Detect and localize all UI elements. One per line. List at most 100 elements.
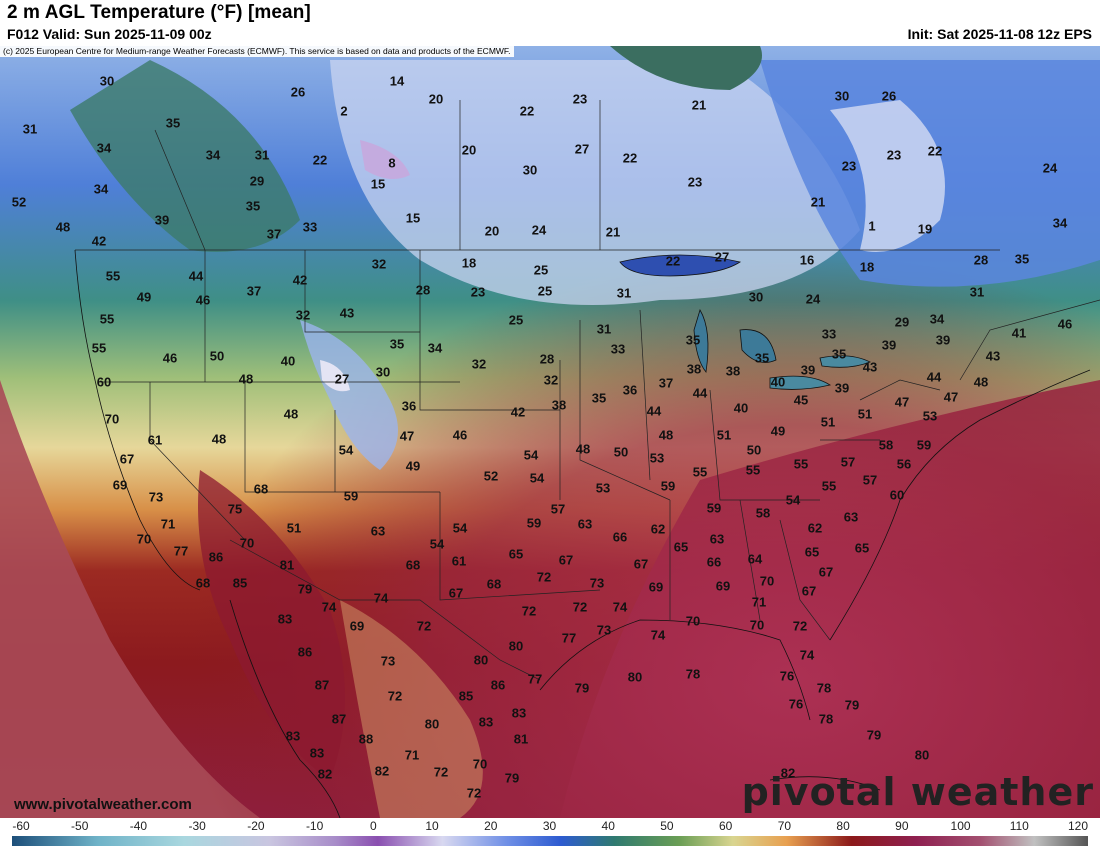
colorbar-tick-label: 60: [718, 819, 733, 833]
temperature-value-label: 63: [710, 531, 724, 546]
temperature-value-label: 38: [552, 397, 566, 412]
temperature-value-label: 57: [863, 472, 877, 487]
temperature-value-label: 83: [512, 705, 526, 720]
colorbar-tick-label: -30: [188, 819, 206, 833]
temperature-value-label: 69: [716, 578, 730, 593]
temperature-value-label: 30: [523, 162, 537, 177]
temperature-value-label: 63: [578, 516, 592, 531]
temperature-value-label: 22: [313, 152, 327, 167]
temperature-value-label: 20: [485, 223, 499, 238]
temperature-value-label: 55: [100, 311, 114, 326]
temperature-value-label: 69: [113, 477, 127, 492]
temperature-value-label: 49: [771, 423, 785, 438]
temperature-value-label: 39: [801, 362, 815, 377]
temperature-value-label: 18: [462, 255, 476, 270]
temperature-value-label: 69: [350, 618, 364, 633]
temperature-value-label: 83: [278, 611, 292, 626]
temperature-value-label: 8: [388, 155, 395, 170]
temperature-value-label: 72: [388, 688, 402, 703]
temperature-value-label: 63: [371, 523, 385, 538]
temperature-value-label: 55: [693, 464, 707, 479]
temperature-value-label: 57: [551, 501, 565, 516]
temperature-value-label: 40: [734, 400, 748, 415]
temperature-value-label: 51: [287, 520, 301, 535]
temperature-value-label: 68: [487, 576, 501, 591]
temperature-value-label: 36: [402, 398, 416, 413]
temperature-value-label: 26: [291, 84, 305, 99]
map-title: 2 m AGL Temperature (°F) [mean]: [7, 2, 311, 23]
temperature-value-label: 47: [944, 389, 958, 404]
temperature-value-label: 22: [623, 150, 637, 165]
temperature-value-label: 85: [233, 575, 247, 590]
temperature-value-label: 43: [986, 348, 1000, 363]
temperature-value-label: 28: [416, 282, 430, 297]
temperature-value-label: 31: [23, 121, 37, 136]
temperature-value-label: 59: [917, 437, 931, 452]
temperature-value-label: 77: [174, 543, 188, 558]
temperature-value-label: 65: [509, 546, 523, 561]
temperature-value-label: 76: [780, 668, 794, 683]
temperature-value-label: 65: [805, 544, 819, 559]
temperature-value-label: 15: [406, 210, 420, 225]
temperature-value-label: 14: [390, 73, 405, 88]
temperature-value-label: 24: [532, 222, 547, 237]
colorbar-tick-label: 90: [895, 819, 909, 833]
temperature-value-label: 42: [511, 404, 525, 419]
temperature-value-label: 44: [189, 268, 204, 283]
temperature-value-label: 1: [868, 218, 875, 233]
temperature-value-label: 59: [344, 488, 358, 503]
temperature-value-label: 15: [371, 176, 385, 191]
temperature-value-label: 59: [661, 478, 675, 493]
temperature-value-label: 38: [687, 361, 701, 376]
temperature-value-label: 44: [647, 403, 662, 418]
temperature-value-label: 55: [746, 462, 760, 477]
temperature-value-label: 58: [756, 505, 770, 520]
temperature-value-label: 55: [106, 268, 120, 283]
temperature-value-label: 79: [575, 680, 589, 695]
temperature-value-label: 34: [930, 311, 945, 326]
temperature-value-label: 20: [462, 142, 476, 157]
temperature-value-label: 35: [1015, 251, 1029, 266]
temperature-value-label: 87: [332, 711, 346, 726]
temperature-value-label: 22: [666, 253, 680, 268]
temperature-value-label: 34: [206, 147, 221, 162]
colorbar-tick-label: 50: [660, 819, 674, 833]
temperature-value-label: 37: [267, 226, 281, 241]
temperature-value-label: 25: [509, 312, 523, 327]
temperature-value-label: 65: [855, 540, 869, 555]
temperature-value-label: 80: [474, 652, 488, 667]
temperature-value-label: 40: [771, 374, 785, 389]
temperature-value-label: 80: [425, 716, 439, 731]
temperature-value-label: 30: [749, 289, 763, 304]
temperature-value-label: 52: [12, 194, 26, 209]
temperature-value-label: 35: [592, 390, 606, 405]
temperature-value-label: 83: [310, 745, 324, 760]
temperature-value-label: 63: [844, 509, 858, 524]
temperature-value-label: 48: [56, 219, 70, 234]
temperature-value-label: 39: [882, 337, 896, 352]
temperature-value-label: 70: [760, 573, 774, 588]
temperature-map[interactable]: 30 14 20 26 2 22 23 21 30 26 31 35 34 34 31 22 8 15 20 30 27…: [0, 46, 1100, 818]
temperature-value-label: 73: [381, 653, 395, 668]
temperature-value-label: 39: [835, 380, 849, 395]
temperature-value-label: 34: [428, 340, 443, 355]
valid-time: F012 Valid: Sun 2025-11-09 00z: [7, 26, 212, 42]
temperature-value-label: 50: [210, 348, 224, 363]
temperature-value-label: 50: [747, 442, 761, 457]
temperature-value-label: 74: [651, 627, 666, 642]
temperature-value-label: 33: [303, 219, 317, 234]
temperature-value-label: 71: [752, 594, 766, 609]
temperature-value-label: 37: [247, 283, 261, 298]
temperature-value-label: 62: [808, 520, 822, 535]
copyright-notice: (c) 2025 European Centre for Medium-rang…: [0, 46, 514, 57]
temperature-value-label: 36: [623, 382, 637, 397]
temperature-value-label: 49: [137, 289, 151, 304]
temperature-value-label: 51: [821, 414, 835, 429]
temperature-value-label: 72: [793, 618, 807, 633]
temperature-value-label: 32: [472, 356, 486, 371]
temperature-value-label: 73: [149, 489, 163, 504]
temperature-value-label: 59: [707, 500, 721, 515]
website-url[interactable]: www.pivotalweather.com: [14, 796, 192, 813]
map-header: 2 m AGL Temperature (°F) [mean] F012 Val…: [0, 0, 1100, 46]
